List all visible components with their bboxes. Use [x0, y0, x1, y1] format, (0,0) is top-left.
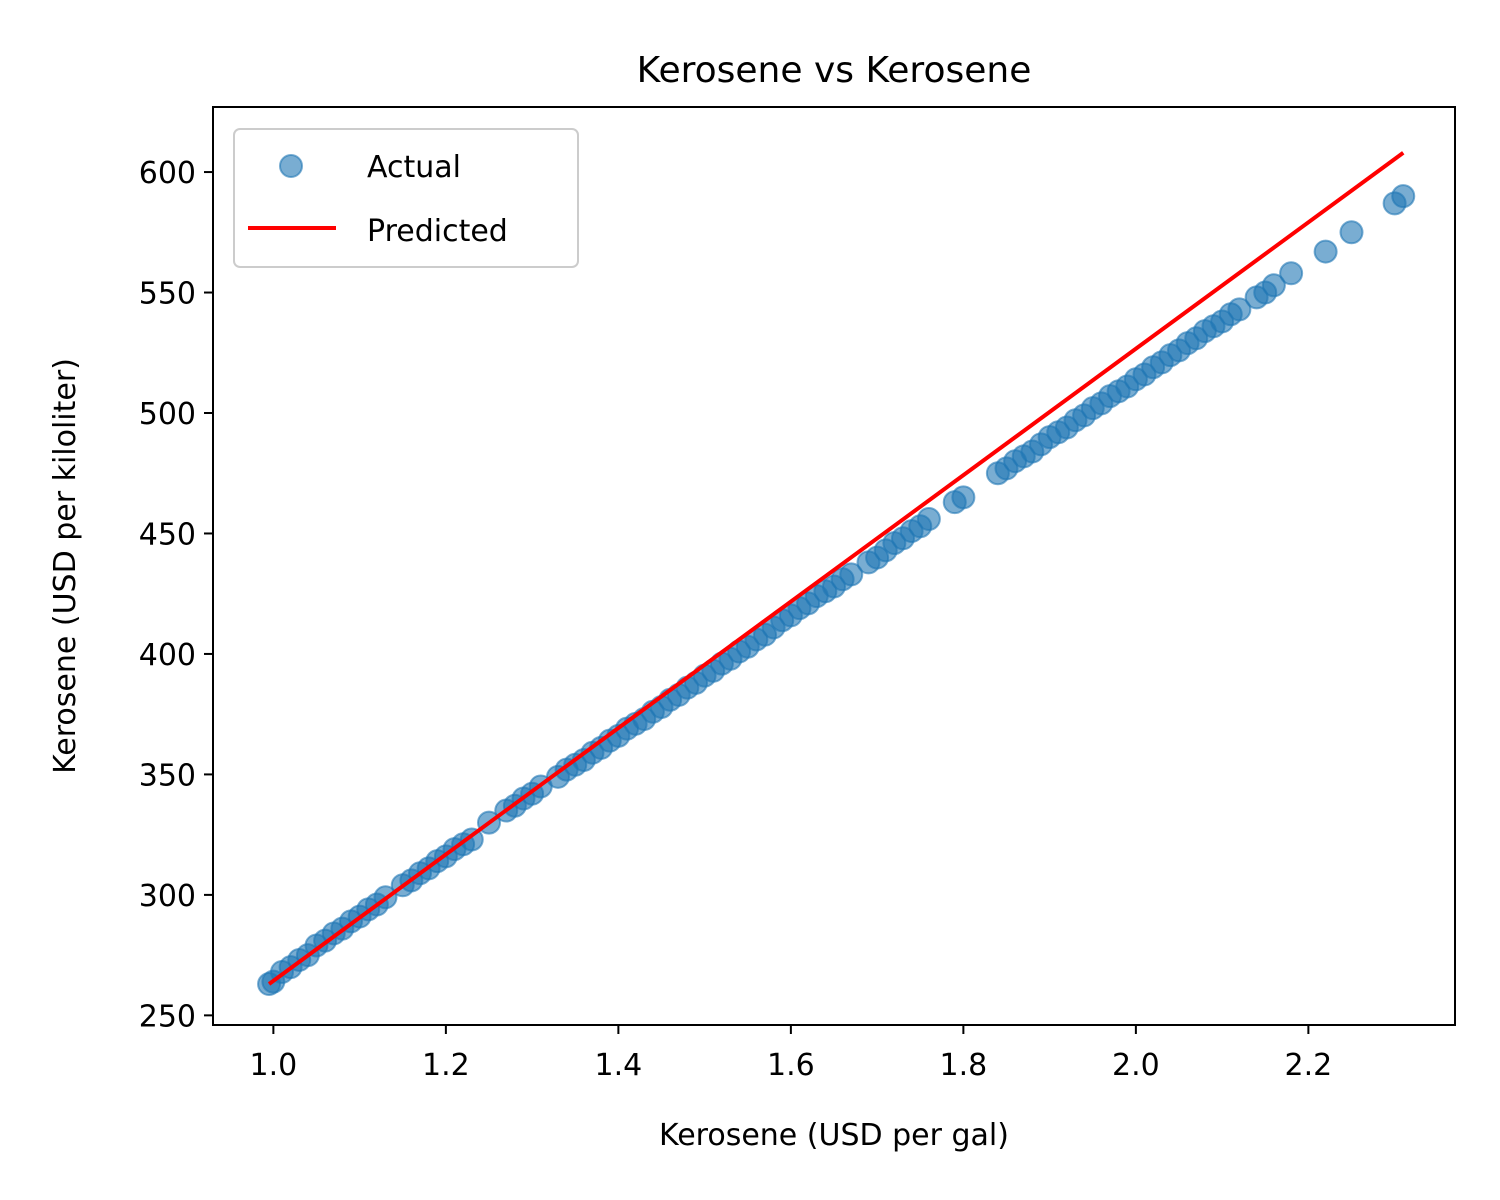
x-tick-label: 1.6: [767, 1048, 815, 1083]
legend-box: [233, 128, 579, 268]
x-tick-label: 2.0: [1112, 1048, 1160, 1083]
x-tick-label: 1.4: [595, 1048, 643, 1083]
y-tick-label: 400: [139, 638, 196, 673]
y-axis-ticks: 250 300 350 400 450 500 550 600: [139, 156, 213, 1034]
scatter-point: [839, 562, 864, 587]
scatter-point: [1339, 220, 1364, 245]
scatter-point: [1391, 184, 1416, 209]
y-tick-label: 600: [139, 156, 196, 191]
legend-actual-marker: [279, 154, 303, 178]
predicted-line: [267, 151, 1405, 986]
y-tick-label: 550: [139, 277, 196, 312]
plot-marks: [257, 151, 1416, 997]
x-tick-label: 1.0: [250, 1048, 298, 1083]
y-axis-label: Kerosene (USD per kiloliter): [48, 358, 83, 774]
x-tick-label: 1.8: [940, 1048, 988, 1083]
scatter-point: [916, 507, 941, 532]
scatter-point: [1313, 239, 1338, 264]
scatter-point: [1279, 261, 1304, 286]
chart-title: Kerosene vs Kerosene: [637, 50, 1032, 91]
scatter-point: [951, 485, 976, 510]
y-tick-label: 300: [139, 879, 196, 914]
scatter-point: [459, 827, 484, 852]
plot-frame: [212, 106, 1456, 1026]
scatter-point: [1227, 297, 1252, 322]
legend-predicted-label: Predicted: [367, 214, 508, 249]
x-axis-ticks: 1.0 1.2 1.4 1.6 1.8 2.0 2.2: [250, 1025, 1333, 1083]
legend-actual-label: Actual: [367, 150, 461, 185]
x-axis-label: Kerosene (USD per gal): [659, 1118, 1009, 1153]
y-tick-label: 350: [139, 758, 196, 793]
x-tick-label: 2.2: [1285, 1048, 1333, 1083]
scatter-point: [1261, 273, 1286, 298]
legend: Actual Predicted: [233, 128, 579, 268]
y-tick-label: 250: [139, 999, 196, 1034]
x-tick-label: 1.2: [422, 1048, 470, 1083]
y-tick-label: 500: [139, 397, 196, 432]
y-tick-label: 450: [139, 517, 196, 552]
